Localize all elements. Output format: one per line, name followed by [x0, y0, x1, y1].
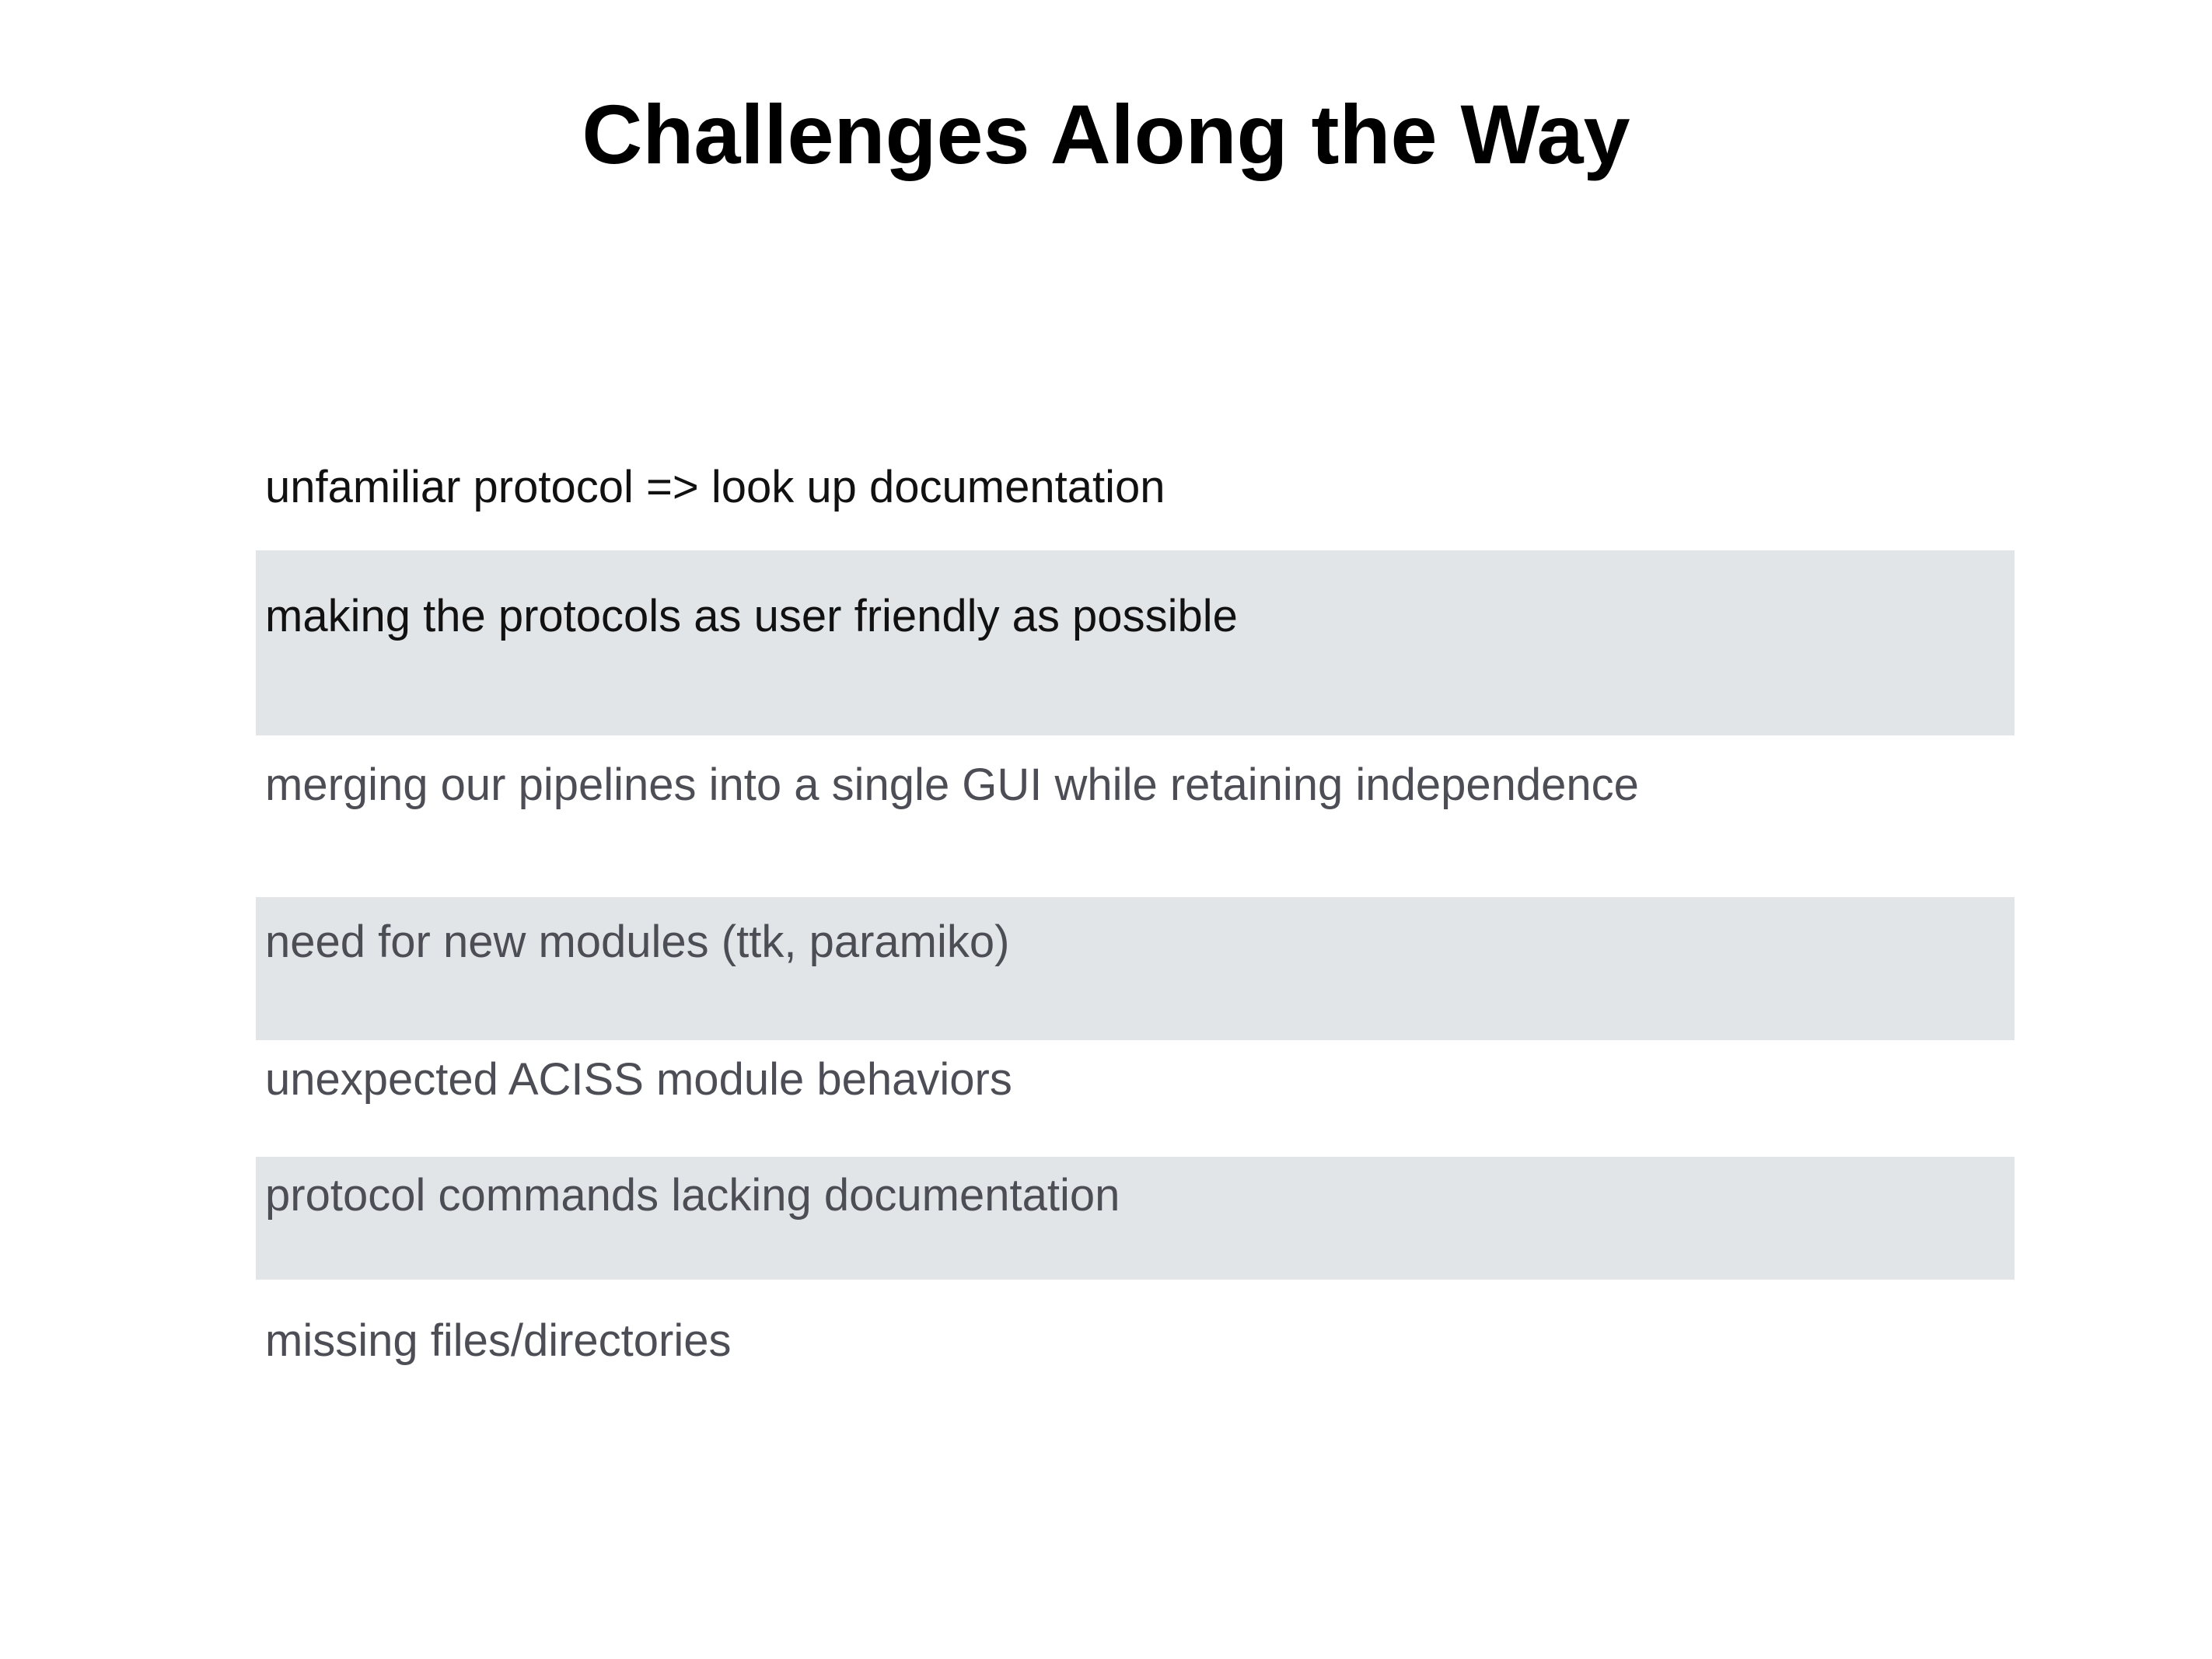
list-item-3: merging our pipelines into a single GUI … [256, 735, 2015, 897]
list-item-text: making the protocols as user friendly as… [265, 591, 1238, 641]
list-item-text: merging our pipelines into a single GUI … [265, 760, 1639, 810]
list-item-2: making the protocols as user friendly as… [256, 550, 2015, 735]
list-item-1: unfamiliar protocol => look up documenta… [256, 435, 2015, 552]
list-item-text: missing files/directories [265, 1315, 732, 1366]
list-item-text: unfamiliar protocol => look up documenta… [265, 462, 1165, 512]
list-item-5: unexpected ACISS module behaviors [256, 1040, 2015, 1157]
list-item-4: need for new modules (ttk, paramiko) [256, 897, 2015, 1040]
list-item-text: unexpected ACISS module behaviors [265, 1054, 1012, 1105]
list-item-6: protocol commands lacking documentation [256, 1157, 2015, 1280]
slide-title: Challenges Along the Way [582, 87, 1630, 181]
list-item-7: missing files/directories [256, 1280, 2015, 1420]
list-item-text: protocol commands lacking documentation [265, 1170, 1120, 1221]
list-item-text: need for new modules (ttk, paramiko) [265, 917, 1010, 967]
